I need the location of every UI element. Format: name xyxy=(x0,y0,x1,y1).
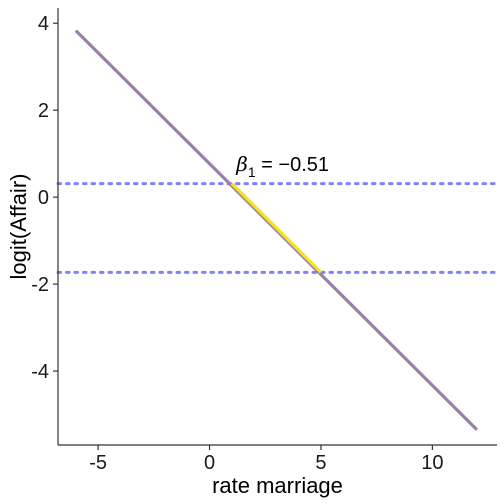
x-tick-label: 10 xyxy=(421,452,443,474)
beta-value: = −0.51 xyxy=(256,154,329,176)
beta-subscript: 1 xyxy=(248,164,256,180)
x-tick-label: -5 xyxy=(89,452,107,474)
highlight-segment xyxy=(230,182,323,274)
x-tick-label: 0 xyxy=(204,452,215,474)
y-axis-title: logit(Affair) xyxy=(6,174,31,280)
y-tick-label: 2 xyxy=(38,100,49,122)
series-lines xyxy=(74,29,479,431)
ticks: -5 0 5 10 4 2 0 -2 -4 xyxy=(31,13,443,474)
x-tick-label: 5 xyxy=(315,452,326,474)
axes xyxy=(57,8,497,446)
beta-symbol: β xyxy=(235,152,248,176)
y-tick-label: 0 xyxy=(38,187,49,209)
y-tick-label: -2 xyxy=(31,274,49,296)
x-axis-title: rate marriage xyxy=(212,473,343,498)
reference-lines xyxy=(56,182,499,274)
y-tick-label: 4 xyxy=(38,13,49,35)
y-tick-label: -4 xyxy=(31,361,49,383)
beta-annotation: β1 = −0.51 xyxy=(235,152,329,180)
